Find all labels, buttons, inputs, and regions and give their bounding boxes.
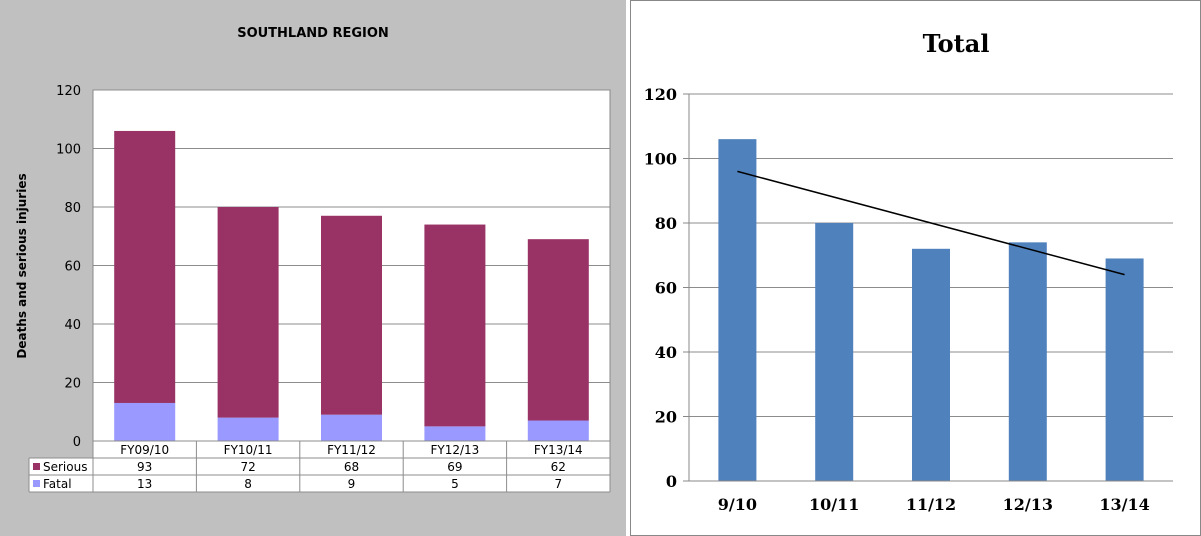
y-tick-label: 120 (56, 84, 81, 99)
data-label: 5 (451, 477, 459, 491)
x-tick-label: FY11/12 (327, 443, 376, 457)
legend-key (33, 480, 40, 487)
x-tick-label: 9/10 (718, 495, 757, 514)
data-label: 72 (240, 460, 255, 474)
y-tick-label: 80 (64, 201, 81, 216)
x-tick-label: 12/13 (1003, 495, 1053, 514)
data-label: 9 (348, 477, 356, 491)
bar (1008, 242, 1047, 481)
bar-serious (114, 130, 176, 403)
legend-label: Serious (43, 460, 87, 474)
bars (114, 130, 589, 441)
bar-serious (321, 215, 382, 415)
bar-serious (217, 207, 279, 418)
y-tick-label: 20 (64, 377, 81, 392)
bar (718, 139, 757, 481)
chart-title: Total (923, 29, 990, 58)
data-label: 68 (344, 460, 359, 474)
x-tick-label: FY12/13 (430, 443, 479, 457)
x-tick-labels: 9/10 10/11 11/12 12/13 13/14 (718, 495, 1150, 514)
x-tick-label: 11/12 (906, 495, 956, 514)
bar (815, 223, 854, 481)
trendline (737, 170, 1125, 276)
data-label: 13 (137, 477, 152, 491)
southland-region-chart: SOUTHLAND REGION Deaths and serious inju… (0, 0, 626, 536)
bar-fatal (321, 414, 382, 441)
data-table: FY09/10 FY10/11 FY11/12 FY12/13 FY13/14 Serio… (28, 440, 611, 493)
data-label: 8 (244, 477, 252, 491)
bar-fatal (527, 420, 589, 441)
y-tick-labels: 0 20 40 60 80 100 120 (56, 84, 81, 450)
bar-fatal (424, 426, 486, 441)
y-tick-label: 60 (655, 279, 677, 298)
y-tick-label: 60 (64, 260, 81, 275)
bar-serious (424, 224, 486, 427)
x-tick-label: FY10/11 (224, 443, 273, 457)
y-tick-label: 120 (644, 85, 677, 104)
y-tick-label: 40 (64, 318, 81, 333)
bars (718, 139, 1144, 481)
southland-chart-svg: SOUTHLAND REGION Deaths and serious inju… (0, 0, 626, 536)
y-tick-label: 100 (644, 150, 677, 169)
data-label: 62 (551, 460, 566, 474)
legend-key (33, 463, 40, 470)
x-tick-label: 13/14 (1099, 495, 1149, 514)
total-chart: Total 0 20 40 60 80 100 120 9/10 10/11 11/12 12/1… (630, 0, 1201, 536)
total-chart-svg: Total 0 20 40 60 80 100 120 9/10 10/11 11/12 12/1… (630, 0, 1201, 536)
bar-serious (527, 239, 589, 421)
chart-title: SOUTHLAND REGION (237, 26, 389, 41)
y-tick-label: 20 (655, 408, 677, 427)
bar (912, 248, 950, 481)
data-label: 7 (554, 477, 562, 491)
data-label: 93 (137, 460, 152, 474)
y-tick-labels: 0 20 40 60 80 100 120 (644, 85, 677, 491)
y-tick-label: 80 (655, 214, 677, 233)
legend-label: Fatal (43, 477, 72, 491)
x-tick-label: FY09/10 (120, 443, 169, 457)
data-label: 69 (447, 460, 462, 474)
y-tick-label: 40 (655, 343, 677, 362)
table-header-bg (93, 441, 610, 458)
bar-fatal (114, 402, 176, 441)
x-tick-label: 10/11 (809, 495, 859, 514)
y-axis-label: Deaths and serious injuries (15, 173, 29, 358)
bar (1105, 258, 1144, 481)
x-tick-label: FY13/14 (534, 443, 583, 457)
y-tick-label: 0 (73, 435, 81, 450)
y-tick-label: 100 (56, 143, 81, 158)
bar-fatal (217, 417, 279, 441)
y-tick-label: 0 (666, 472, 677, 491)
